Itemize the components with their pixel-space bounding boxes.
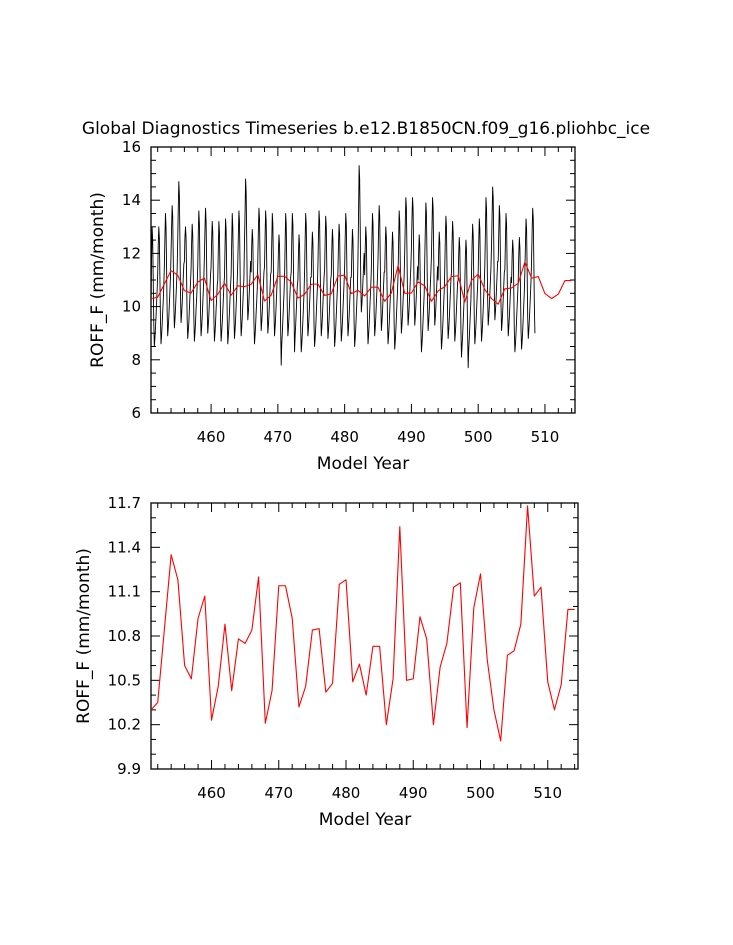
- top-x-tick-label: 490: [397, 428, 426, 446]
- top-x-tick-label: 470: [264, 428, 293, 446]
- bottom-y-tick-label: 11.1: [108, 583, 141, 601]
- top-y-tick-label: 6: [131, 404, 141, 422]
- top-y-tick-label: 8: [131, 351, 141, 369]
- bottom-y-tick-label: 10.2: [108, 716, 141, 734]
- bottom-y-tick-label: 10.5: [108, 671, 141, 689]
- top-x-tick-label: 510: [531, 428, 560, 446]
- bottom-x-axis-label: Model Year: [319, 810, 411, 830]
- top-y-tick-label: 16: [122, 138, 141, 156]
- bottom-x-tick-label: 480: [332, 784, 361, 802]
- top-y-tick-label: 10: [122, 298, 141, 316]
- chart-title: Global Diagnostics Timeseries b.e12.B185…: [82, 119, 650, 139]
- bottom-x-tick-label: 490: [399, 784, 428, 802]
- bottom-y-tick-label: 11.7: [108, 494, 141, 512]
- bottom-series-annual-line: [150, 505, 575, 742]
- bottom-x-tick-label: 500: [466, 784, 495, 802]
- top-x-tick-label: 480: [330, 428, 359, 446]
- top-y-tick-label: 12: [122, 244, 141, 262]
- bottom-plot-frame: [150, 502, 579, 770]
- top-x-axis-label: Model Year: [317, 454, 409, 474]
- top-y-axis-label: ROFF_F (mm/month): [88, 192, 108, 368]
- bottom-x-tick-label: 460: [197, 784, 226, 802]
- bottom-panel: 460 470 480 490 500 510 9.9 10.2 10.5 10.8 11.1 11.…: [74, 494, 579, 830]
- top-x-tick-label: 460: [197, 428, 226, 446]
- bottom-x-tick-label: 470: [264, 784, 293, 802]
- bottom-y-axis-label: ROFF_F (mm/month): [74, 548, 94, 724]
- top-x-tick-label: 500: [464, 428, 493, 446]
- bottom-y-tick-label: 10.8: [108, 627, 141, 645]
- bottom-x-tick-label: 510: [533, 784, 562, 802]
- bottom-y-tick-label: 9.9: [117, 760, 141, 778]
- top-series-monthly-line: [150, 165, 536, 369]
- bottom-y-tick-label: 11.4: [108, 538, 141, 556]
- top-series-annual-line: [150, 261, 572, 305]
- top-y-tick-label: 14: [122, 191, 141, 209]
